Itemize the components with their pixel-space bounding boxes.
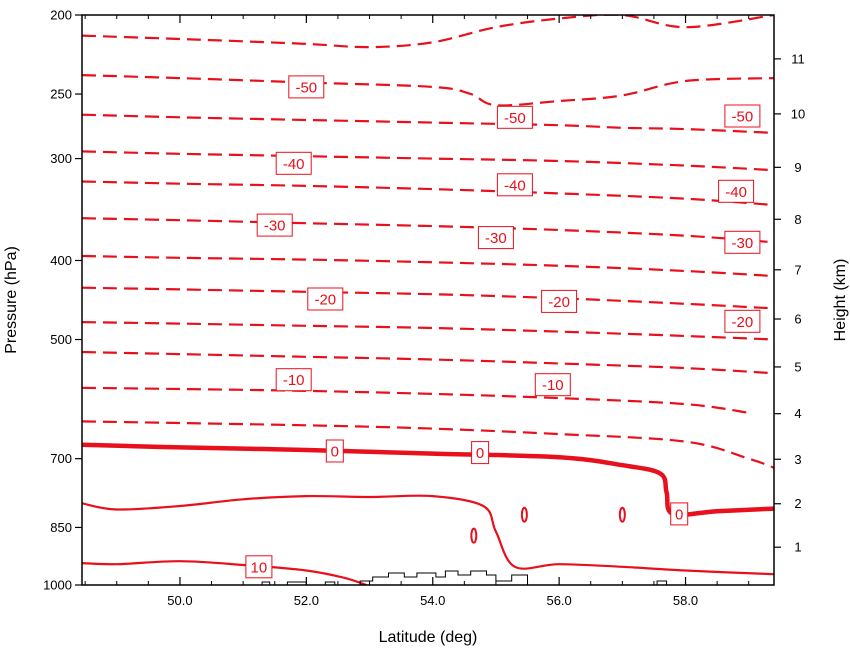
- y2-tick-label: 4: [794, 406, 801, 421]
- contour-label-box: [724, 104, 761, 128]
- contour-label-box: [718, 179, 755, 203]
- left-axis-ticks: 1000 850 700 500 400 300 250 200: [43, 8, 82, 593]
- contour-label-box: [307, 287, 344, 311]
- y2-tick-label: 11: [791, 51, 805, 66]
- contour-label: -20: [548, 294, 570, 311]
- contour-label-box: [477, 226, 514, 250]
- contour-label: -10: [283, 372, 305, 389]
- x-tick-label: 50.0: [167, 593, 192, 608]
- contour-label-box: [534, 373, 571, 397]
- contour-lines: [82, 15, 774, 585]
- x-tick-label: 54.0: [420, 593, 445, 608]
- x-tick-label: 58.0: [673, 593, 698, 608]
- contour-label-box: [288, 75, 325, 99]
- y2-tick-label: 7: [794, 262, 801, 277]
- y2-tick-label: 5: [794, 359, 801, 374]
- contour-line--10: [82, 386, 749, 414]
- contour-label: -50: [504, 110, 526, 127]
- contour-label-box: [275, 368, 312, 392]
- contour-labels: -50 -50 -50 -40 -40 -40 -30 -30 -30 -20 -20 -20 -10 -…: [245, 75, 761, 579]
- contour-label: -40: [725, 184, 747, 201]
- contour-label-box: [471, 441, 490, 465]
- y-tick-label: 1000: [43, 578, 72, 593]
- right-axis-title: Height (km): [832, 259, 849, 342]
- contour-line--50: [82, 113, 774, 134]
- y2-tick-label: 2: [794, 496, 801, 511]
- contour-label: -30: [264, 218, 286, 235]
- contour-label: -20: [732, 314, 754, 331]
- contour-cell: [520, 506, 528, 523]
- y2-tick-label: 8: [794, 212, 801, 227]
- axes: [81, 14, 775, 586]
- terrain-bump: [656, 580, 668, 585]
- y2-tick-label: 9: [794, 160, 801, 175]
- contour-label: 0: [331, 444, 339, 461]
- contour-line--15: [82, 350, 774, 375]
- x-tick-label: 56.0: [546, 593, 571, 608]
- contour-line--45: [82, 150, 774, 172]
- contour-label: -50: [732, 109, 754, 126]
- y-tick-label: 850: [50, 520, 72, 535]
- x-tick-label: 52.0: [294, 593, 319, 608]
- y-tick-label: 300: [50, 151, 72, 166]
- contour-line-5: [82, 494, 774, 576]
- y-tick-label: 400: [50, 253, 72, 268]
- contour-line--30: [82, 254, 774, 278]
- y2-tick-label: 3: [794, 452, 801, 467]
- contour-label: 0: [675, 506, 683, 523]
- contour-label: -40: [283, 156, 305, 173]
- x-axis-title: Latitude (deg): [379, 629, 478, 646]
- contour-label-box: [275, 151, 312, 175]
- y-tick-label: 700: [50, 451, 72, 466]
- contour-label-box: [256, 213, 293, 237]
- y2-tick-label: 6: [794, 312, 801, 327]
- contour-label-box: [496, 105, 533, 129]
- y-tick-label: 250: [50, 87, 72, 102]
- contour-line--40: [82, 180, 774, 207]
- contour-line--20: [82, 321, 774, 341]
- contour-label: 0: [476, 445, 484, 462]
- contour-label: -40: [504, 177, 526, 194]
- contour-label-box: [724, 230, 761, 254]
- plot-frame: [81, 14, 775, 586]
- x-axis-ticks: 50.0 52.0 54.0 56.0 58.0: [84, 15, 750, 608]
- contour-label: -30: [732, 235, 754, 252]
- terrain-line: [261, 570, 528, 585]
- y2-tick-label: 1: [794, 540, 801, 555]
- contour-cell: [470, 527, 478, 544]
- contour-label: -10: [542, 377, 564, 394]
- contour-label: -30: [485, 230, 507, 247]
- contour-label-box: [325, 439, 344, 463]
- contour-label-box: [541, 289, 578, 313]
- contour-line--60: [82, 15, 774, 49]
- contour-line--55: [82, 74, 774, 107]
- y2-tick-label: 10: [791, 106, 805, 121]
- contour-label-box: [670, 502, 689, 526]
- contour-label: -50: [295, 79, 317, 96]
- left-axis-title: Pressure (hPa): [3, 246, 20, 354]
- contour-line--5: [82, 420, 774, 469]
- contour-label: -20: [314, 292, 336, 309]
- contour-label-box: [496, 173, 533, 197]
- y-tick-label: 200: [50, 8, 72, 23]
- contour-label-box: [245, 555, 273, 579]
- contour-label: 10: [251, 559, 268, 576]
- contour-cell: [618, 506, 626, 523]
- contour-line--25: [82, 286, 774, 310]
- contour-line--35: [82, 217, 774, 244]
- right-axis-ticks: 1 2 3 4 5 6 7 8 9 10 11: [774, 51, 805, 555]
- y-tick-label: 500: [50, 332, 72, 347]
- contour-label-box: [724, 309, 761, 333]
- contour-line-10: [82, 560, 368, 585]
